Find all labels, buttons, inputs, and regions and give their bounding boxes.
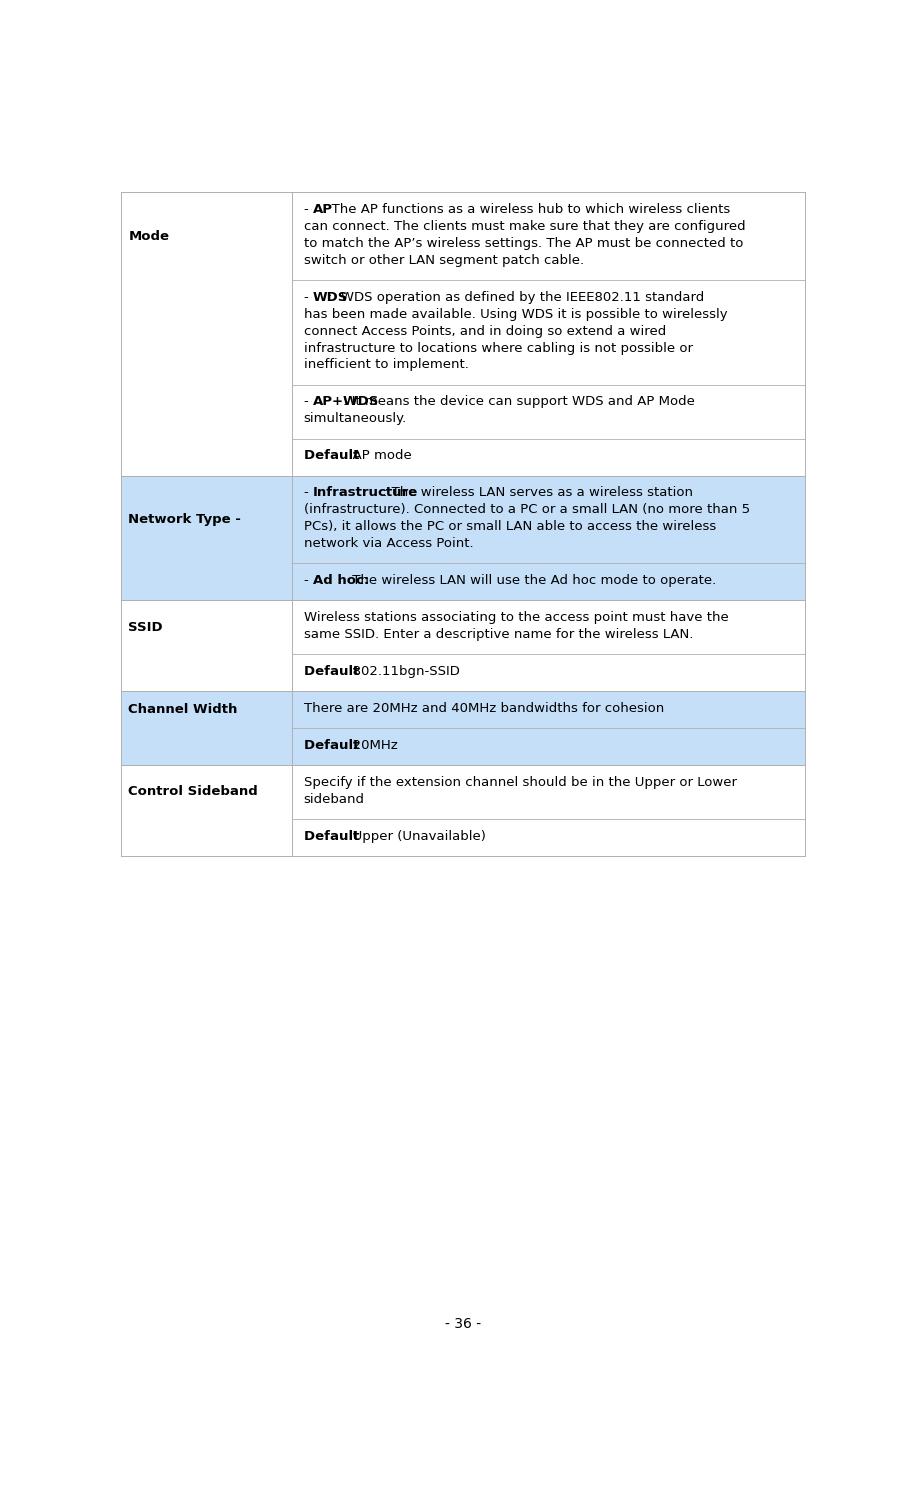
Text: Default: Default [303,829,364,843]
Text: : AP mode: : AP mode [344,450,411,462]
Text: : The AP functions as a wireless hub to which wireless clients: : The AP functions as a wireless hub to … [323,203,730,215]
Text: sideband: sideband [303,793,364,805]
Text: :  WDS operation as defined by the IEEE802.11 standard: : WDS operation as defined by the IEEE80… [327,290,704,304]
Text: : 20MHz: : 20MHz [344,739,397,752]
Bar [121,476,291,600]
Text: infrastructure to locations where cabling is not possible or: infrastructure to locations where cablin… [303,342,692,355]
Bar [291,385,804,438]
Text: Specify if the extension channel should be in the Upper or Lower: Specify if the extension channel should … [303,775,736,789]
Text: network via Access Point.: network via Access Point. [303,537,473,551]
Bar [291,728,804,765]
Bar [291,600,804,655]
Bar [291,280,804,385]
Text: connect Access Points, and in doing so extend a wired: connect Access Points, and in doing so e… [303,325,665,337]
Text: Infrastructure: Infrastructure [312,486,418,500]
Text: Network Type -: Network Type - [128,513,241,525]
Text: : Upper (Unavailable): : Upper (Unavailable) [344,829,485,843]
Text: : The wireless LAN serves as a wireless station: : The wireless LAN serves as a wireless … [382,486,692,500]
Text: Channel Width: Channel Width [128,703,237,716]
Text: -: - [303,396,312,408]
Text: -: - [303,486,312,500]
Bar [121,765,291,856]
Text: switch or other LAN segment patch cable.: switch or other LAN segment patch cable. [303,254,584,266]
Text: -: - [303,203,312,215]
Bar [291,438,804,476]
Text: can connect. The clients must make sure that they are configured: can connect. The clients must make sure … [303,220,744,233]
Bar [291,765,804,819]
Bar [291,819,804,856]
Text: simultaneously.: simultaneously. [303,412,407,426]
Text: Default: Default [303,665,364,677]
Text: There are 20MHz and 40MHz bandwidths for cohesion: There are 20MHz and 40MHz bandwidths for… [303,701,663,715]
Text: WDS: WDS [312,290,348,304]
Text: -: - [303,573,312,587]
Text: Default: Default [303,739,364,752]
Text: same SSID. Enter a descriptive name for the wireless LAN.: same SSID. Enter a descriptive name for … [303,628,693,641]
Text: (infrastructure). Connected to a PC or a small LAN (no more than 5: (infrastructure). Connected to a PC or a… [303,503,749,516]
Bar [121,691,291,765]
Text: -: - [303,290,312,304]
Text: Ad hoc:: Ad hoc: [312,573,369,587]
Text: Control Sideband: Control Sideband [128,786,258,799]
Text: inefficient to implement.: inefficient to implement. [303,358,468,372]
Text: PCs), it allows the PC or small LAN able to access the wireless: PCs), it allows the PC or small LAN able… [303,521,715,533]
Text: - 36 -: - 36 - [444,1317,481,1330]
Text: : 802.11bgn-SSID: : 802.11bgn-SSID [344,665,459,677]
Text: has been made available. Using WDS it is possible to wirelessly: has been made available. Using WDS it is… [303,307,726,321]
Bar [291,691,804,728]
Text: Default: Default [303,450,364,462]
Bar [121,193,291,476]
Text: : It means the device can support WDS and AP Mode: : It means the device can support WDS an… [343,396,694,408]
Text: Wireless stations associating to the access point must have the: Wireless stations associating to the acc… [303,611,728,625]
Bar [291,476,804,563]
Bar [291,563,804,600]
Text: AP: AP [312,203,333,215]
Bar [291,655,804,691]
Text: Mode: Mode [128,230,170,242]
Text: The wireless LAN will use the Ad hoc mode to operate.: The wireless LAN will use the Ad hoc mod… [347,573,715,587]
Bar [291,193,804,280]
Text: SSID: SSID [128,620,163,634]
Bar [121,600,291,691]
Text: AP+WDS: AP+WDS [312,396,379,408]
Text: to match the AP’s wireless settings. The AP must be connected to: to match the AP’s wireless settings. The… [303,236,742,250]
